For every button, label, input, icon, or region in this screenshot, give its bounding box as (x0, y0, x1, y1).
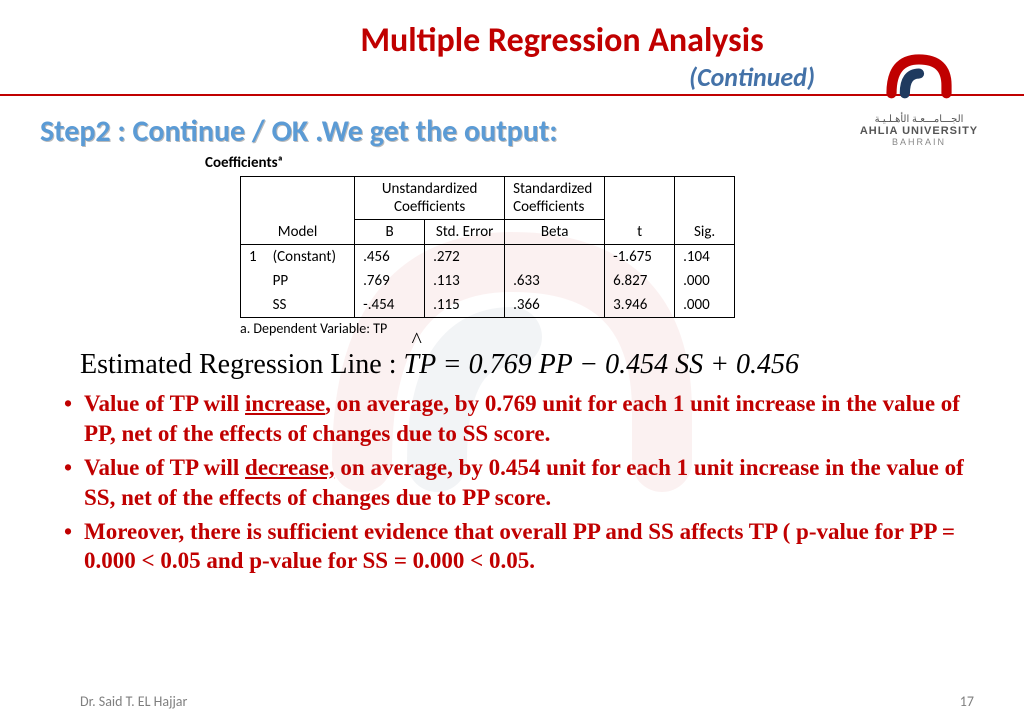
table-footnote: a. Dependent Variable: TP (240, 320, 984, 337)
equation-label: Estimated Regression Line : (80, 349, 397, 380)
logo-location: BAHRAIN (849, 137, 989, 147)
footer-page-number: 17 (960, 693, 974, 710)
col-beta: Beta (505, 220, 605, 245)
col-model: Model (241, 177, 355, 245)
university-logo: الجـــامـــعـة الأهـلـيـة AHLIA UNIVERSI… (849, 50, 989, 147)
coefficients-table: Model Unstandardized Coefficients Standa… (240, 176, 735, 318)
logo-arabic: الجـــامـــعـة الأهـلـيـة (849, 114, 989, 125)
col-stderr: Std. Error (425, 220, 505, 245)
table-row: PP .769 .113 .633 6.827 .000 (241, 269, 735, 293)
tp-hat: TP (404, 349, 436, 380)
col-group-unstd: Unstandardized Coefficients (355, 177, 505, 220)
table-row: 1 (Constant) .456 .272 -1.675 .104 (241, 245, 735, 270)
slide: Multiple Regression Analysis (Continued)… (0, 0, 1024, 724)
regression-equation: Estimated Regression Line : TP = 0.769 P… (80, 349, 984, 381)
bullet-item: Moreover, there is sufficient evidence t… (60, 517, 964, 577)
bullet-list: Value of TP will increase, on average, b… (60, 389, 964, 576)
logo-english: AHLIA UNIVERSITY (849, 125, 989, 137)
col-sig: Sig. (675, 177, 735, 245)
logo-icon (879, 50, 959, 105)
bullet-item: Value of TP will decrease, on average, b… (60, 453, 964, 513)
equation-body: = 0.769 PP − 0.454 SS + 0.456 (436, 349, 799, 380)
table-title: Coefficientsᵃ (205, 154, 984, 172)
table-row: SS -.454 .115 .366 3.946 .000 (241, 293, 735, 318)
col-group-std: Standardized Coefficients (505, 177, 605, 220)
step-header: Step2 : Continue / OK .We get the output… (40, 113, 984, 150)
footer-author: Dr. Said T. EL Hajjar (80, 693, 187, 710)
col-b: B (355, 220, 425, 245)
col-t: t (605, 177, 675, 245)
bullet-item: Value of TP will increase, on average, b… (60, 389, 964, 449)
